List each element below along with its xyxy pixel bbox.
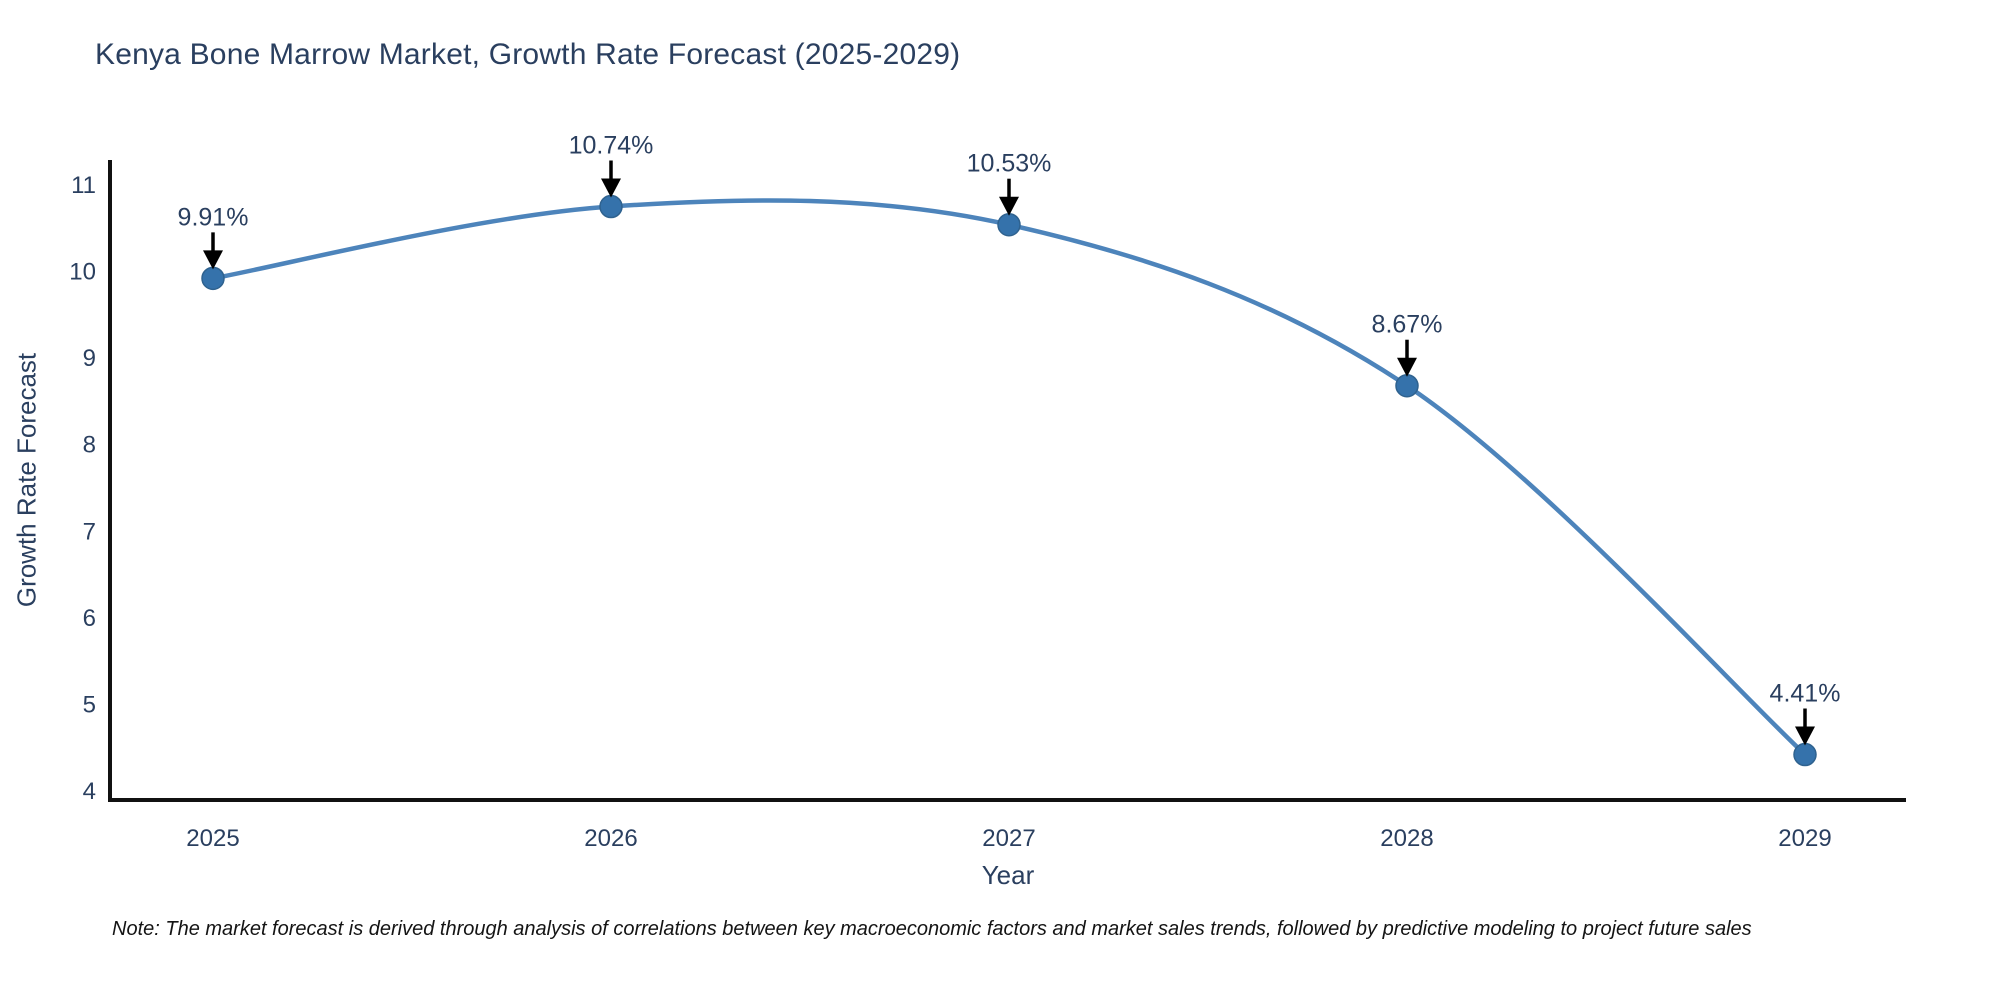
x-tick-label: 2029 [1778,825,1831,852]
y-tick-label: 6 [83,605,96,632]
x-tick-label: 2025 [186,825,239,852]
x-tick-label: 2027 [982,825,1035,852]
annotation-arrow-head [203,250,223,270]
y-axis-title: Growth Rate Forecast [11,352,42,608]
y-tick-label: 9 [83,345,96,372]
data-point-marker [1793,742,1817,767]
y-tick-label: 4 [83,778,96,805]
y-tick-label: 7 [83,518,96,545]
data-point-marker [599,194,623,219]
annotation-arrow-head [1397,357,1417,377]
data-point-label: 4.41% [1770,680,1841,708]
series-line [210,198,1808,757]
y-tick-label: 10 [69,259,96,286]
x-axis-title: Year [981,860,1035,890]
x-tick-label: 2028 [1380,825,1433,852]
data-point-label: 10.74% [569,132,654,160]
y-tick-label: 5 [83,691,96,718]
data-point-marker [201,266,225,291]
chart-title: Kenya Bone Marrow Market, Growth Rate Fo… [95,38,961,71]
data-point-marker [1395,373,1419,398]
data-point-label: 10.53% [967,150,1052,178]
x-tick-label: 2026 [584,825,637,852]
data-point-marker [997,212,1021,237]
annotation-arrow-head [999,196,1019,216]
footnote: Note: The market forecast is derived thr… [112,918,1752,940]
data-point-label: 8.67% [1372,311,1443,339]
annotation-arrow-head [1795,726,1815,746]
y-tick-label: 11 [71,172,96,199]
annotation-arrow-head [601,178,621,198]
y-tick-label: 8 [83,432,96,459]
data-point-label: 9.91% [178,203,249,231]
